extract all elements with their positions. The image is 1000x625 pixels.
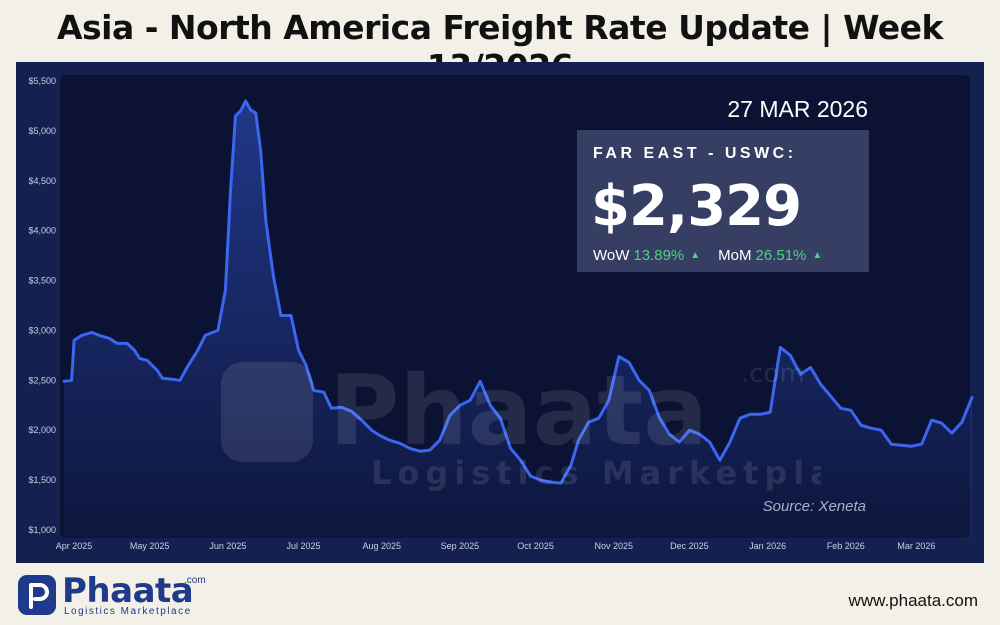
y-tick-label: $4,500: [28, 176, 56, 186]
x-tick-label: Oct 2025: [517, 541, 554, 551]
x-tick-label: Dec 2025: [670, 541, 709, 551]
x-tick-label: Sep 2025: [441, 541, 480, 551]
watermark-logo-mark: [221, 362, 313, 462]
date-label: 27 MAR 2026: [727, 96, 868, 122]
y-tick-label: $3,000: [28, 325, 56, 335]
series-area: [64, 101, 972, 538]
x-tick-label: May 2025: [130, 541, 170, 551]
route-label: FAR EAST - USWC:: [593, 145, 797, 162]
brand-logo: Phaata .com Logistics Marketplace: [18, 571, 218, 619]
mom-value: 26.51%: [755, 247, 807, 264]
watermark-tagline: Logistics Marketplace: [371, 454, 821, 492]
website-link[interactable]: www.phaata.com: [848, 591, 978, 610]
up-triangle-icon: ▲: [812, 250, 823, 261]
y-tick-label: $3,500: [28, 276, 56, 286]
x-tick-label: Aug 2025: [362, 541, 401, 551]
x-tick-label: Nov 2025: [594, 541, 633, 551]
rate-info-card: FAR EAST - USWC: $2,329 WoW 13.89% ▲ MoM 26.…: [577, 130, 869, 272]
x-tick-label: Jun 2025: [209, 541, 246, 551]
logo-com: .com: [184, 575, 206, 586]
y-tick-label: $4,000: [28, 226, 56, 236]
wow-value: 13.89%: [633, 247, 685, 264]
watermark-word: Phaata: [329, 355, 708, 467]
x-tick-label: Feb 2026: [827, 541, 865, 551]
x-tick-label: Apr 2025: [56, 541, 93, 551]
watermark-com: .com: [741, 359, 805, 389]
x-tick-label: Jan 2026: [749, 541, 786, 551]
logo-mark-icon: [18, 575, 56, 615]
logo-tagline: Logistics Marketplace: [64, 606, 192, 617]
y-tick-label: $2,500: [28, 375, 56, 385]
x-tick-label: Mar 2026: [897, 541, 935, 551]
wow-label: WoW: [593, 247, 630, 264]
y-axis: $1,000 $1,500 $2,000 $2,500 $3,000 $3,500 $4,0…: [28, 76, 56, 535]
y-tick-label: $1,000: [28, 525, 56, 535]
x-axis: Apr 2025 May 2025 Jun 2025 Jul 2025 Aug 2025…: [56, 541, 936, 551]
y-tick-label: $1,500: [28, 475, 56, 485]
y-tick-label: $5,000: [28, 126, 56, 136]
watermark: Phaata .com Logistics Marketplace: [221, 355, 821, 492]
up-triangle-icon: ▲: [690, 250, 701, 261]
logo-word: Phaata: [62, 571, 194, 611]
source-label: Source: Xeneta: [762, 498, 866, 515]
y-tick-label: $5,500: [28, 76, 56, 86]
series-line: [62, 99, 974, 485]
rate-value: $2,329: [591, 174, 802, 239]
y-tick-label: $2,000: [28, 425, 56, 435]
x-tick-label: Jul 2025: [287, 541, 321, 551]
change-stats: WoW 13.89% ▲ MoM 26.51% ▲: [593, 247, 822, 264]
mom-label: MoM: [718, 247, 752, 264]
